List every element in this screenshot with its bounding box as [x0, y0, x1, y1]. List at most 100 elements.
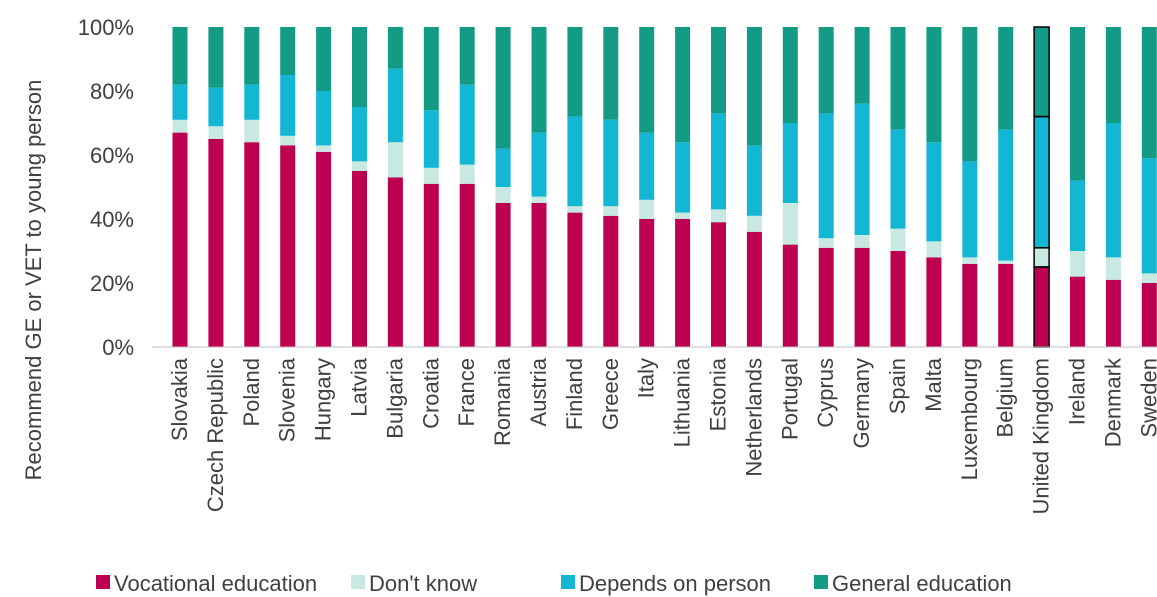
bar-stack	[711, 27, 726, 347]
bar-segment	[459, 183, 475, 347]
x-category-label: Greece	[598, 358, 623, 430]
bar-stack	[998, 27, 1014, 347]
bar-segment	[1105, 123, 1121, 258]
bar-segment	[1141, 283, 1157, 347]
bar-segment	[998, 27, 1014, 130]
bar-segment	[567, 206, 583, 213]
bar-segment	[1034, 267, 1050, 347]
bar-segment	[387, 142, 403, 178]
bar-segment	[1034, 116, 1050, 248]
x-category-label: Luxembourg	[957, 358, 982, 480]
x-category-label: Spain	[885, 358, 910, 414]
x-category-label: Romania	[490, 357, 515, 446]
bar-segment	[962, 257, 978, 264]
bar-stack	[172, 27, 188, 347]
x-category-label: Sweden	[1136, 358, 1157, 438]
bar-stack	[818, 27, 834, 347]
bar-segment	[495, 148, 511, 187]
bar-stack	[854, 27, 870, 347]
x-category-label: Czech Republic	[203, 358, 228, 512]
bar-segment-highlight-outline	[1033, 26, 1050, 118]
bar-segment	[998, 129, 1014, 261]
bar-segment	[998, 263, 1014, 347]
bar-segment	[818, 238, 834, 248]
bar-segment	[746, 215, 762, 232]
x-category-label: France	[454, 358, 479, 426]
y-tick-label: 100%	[78, 15, 134, 40]
bars-group	[172, 26, 1157, 348]
y-tick-label: 80%	[90, 79, 134, 104]
bar-stack	[208, 27, 224, 347]
bar-segment	[675, 27, 691, 143]
bar-segment	[639, 199, 655, 219]
bar-segment	[423, 27, 439, 111]
bar-segment	[352, 171, 367, 347]
bar-segment	[316, 27, 332, 91]
bar-stack	[926, 27, 942, 347]
bar-segment	[746, 145, 762, 216]
bar-stack	[1141, 27, 1157, 347]
bar-segment	[1034, 27, 1050, 117]
x-category-label: United Kingdom	[1029, 358, 1054, 515]
bar-segment	[280, 135, 296, 146]
bar-segment	[962, 27, 978, 162]
x-category-label: Finland	[562, 358, 587, 430]
legend-label: General education	[832, 571, 1012, 596]
bar-segment	[603, 206, 619, 216]
bar-segment	[639, 219, 655, 347]
bar-segment	[531, 132, 547, 197]
bar-stack	[459, 27, 475, 347]
bar-segment	[890, 228, 906, 251]
bar-segment	[1105, 27, 1121, 123]
bar-segment	[675, 142, 691, 213]
x-category-label: Slovenia	[275, 357, 300, 442]
legend-item: Don't know	[351, 571, 477, 596]
bar-stack	[316, 27, 332, 347]
bar-segment	[603, 119, 619, 207]
bar-segment	[854, 27, 870, 104]
bar-segment	[854, 235, 870, 248]
bar-segment	[926, 257, 942, 347]
bar-stack	[352, 27, 367, 347]
bar-segment	[208, 126, 224, 139]
bar-stack	[495, 27, 511, 347]
y-tick-label: 40%	[90, 207, 134, 232]
bar-segment	[818, 27, 834, 114]
bar-segment	[782, 27, 798, 123]
bar-segment	[1070, 251, 1085, 277]
bar-segment	[746, 27, 762, 146]
x-category-label: Ireland	[1065, 358, 1090, 425]
bar-segment	[962, 263, 978, 347]
bar-segment	[208, 27, 224, 88]
bar-stack	[639, 27, 655, 347]
bar-segment	[711, 222, 726, 347]
bar-stack	[890, 27, 906, 347]
bar-segment	[352, 27, 367, 107]
bar-stack	[675, 27, 691, 347]
bar-segment	[352, 161, 367, 171]
bar-segment	[387, 68, 403, 143]
bar-segment	[352, 107, 367, 162]
bar-segment	[711, 27, 726, 114]
bar-segment	[387, 177, 403, 347]
bar-segment	[854, 247, 870, 347]
bar-segment	[531, 27, 547, 133]
y-tick-label: 0%	[102, 335, 134, 360]
x-category-label: Portugal	[777, 358, 802, 440]
bar-segment	[782, 203, 798, 245]
bar-stack	[280, 27, 296, 347]
bar-segment	[782, 244, 798, 347]
category-labels: Slovakia Czech Republic Poland Slovenia Hung…	[167, 357, 1157, 515]
legend-swatch	[561, 575, 575, 589]
bar-segment	[1141, 273, 1157, 283]
legend-item: General education	[814, 571, 1012, 596]
bar-segment	[1141, 158, 1157, 274]
bar-segment	[459, 27, 475, 85]
bar-segment	[1141, 27, 1157, 159]
bar-segment	[459, 164, 475, 184]
bar-segment	[280, 145, 296, 347]
bar-stack	[962, 27, 978, 347]
x-category-label: Denmark	[1100, 357, 1125, 447]
bar-segment	[244, 27, 260, 85]
